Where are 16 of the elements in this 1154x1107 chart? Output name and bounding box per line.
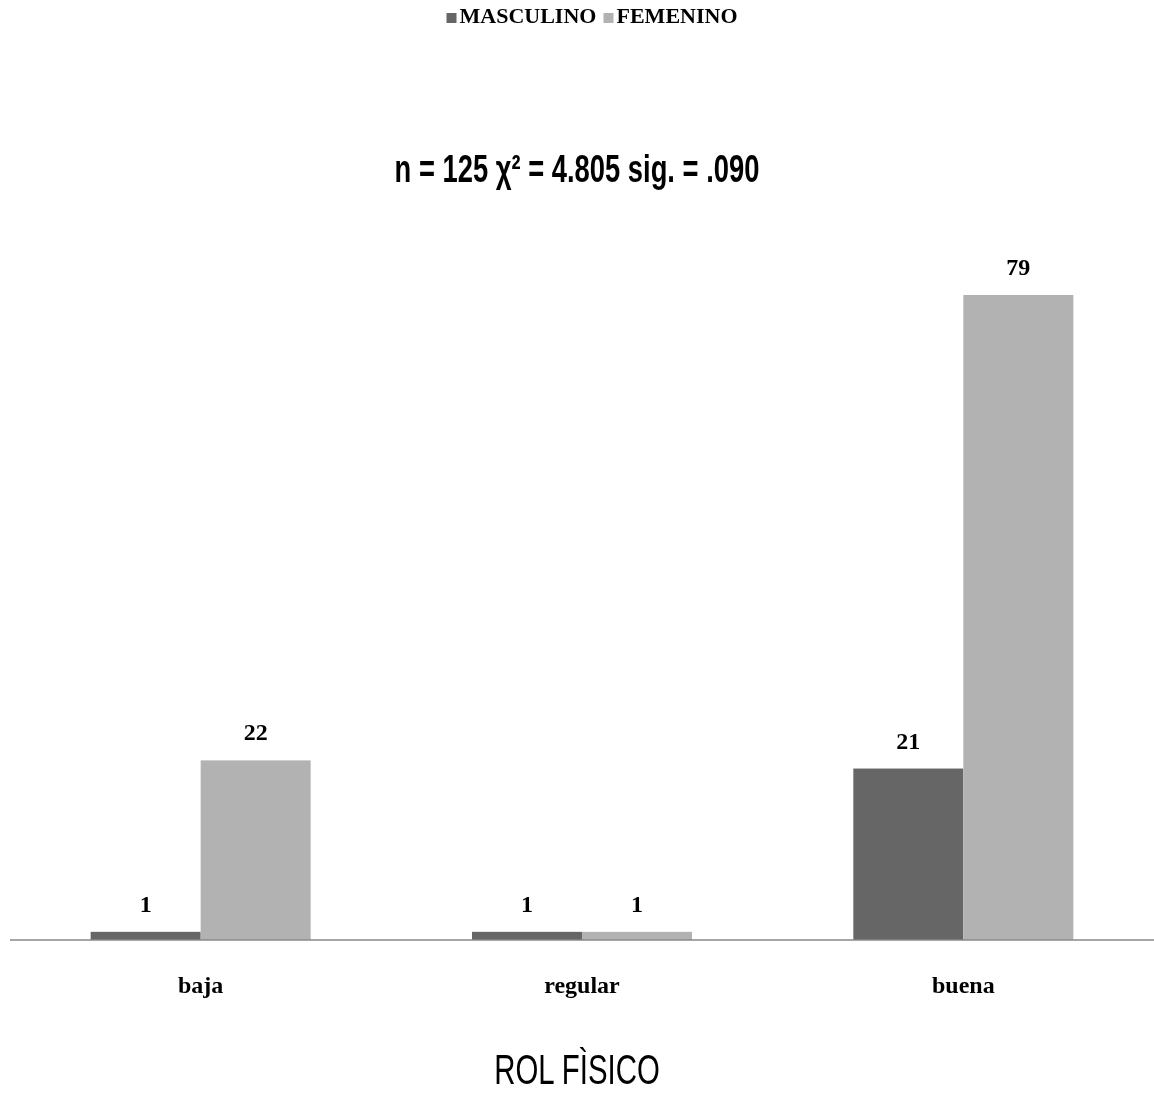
data-label: 22 [243,719,268,746]
data-label: 1 [139,890,152,917]
bar [853,768,964,940]
chart-title: n = 125 χ² = 4.805 sig. = .090 [394,147,760,191]
bar [963,295,1074,940]
x-axis-title: ROL FÌSICO [494,1045,660,1094]
data-label: 1 [631,890,643,917]
x-tick-label: baja [177,972,224,998]
x-tick-label: regular [544,972,621,998]
legend-label: FEMENINO [616,3,738,28]
data-label: 79 [1006,254,1031,280]
bar [200,760,311,940]
data-label: 1 [521,890,533,917]
data-label: 21 [896,727,921,754]
x-tick-label: buena [931,972,995,998]
legend-label: MASCULINO [459,3,597,28]
